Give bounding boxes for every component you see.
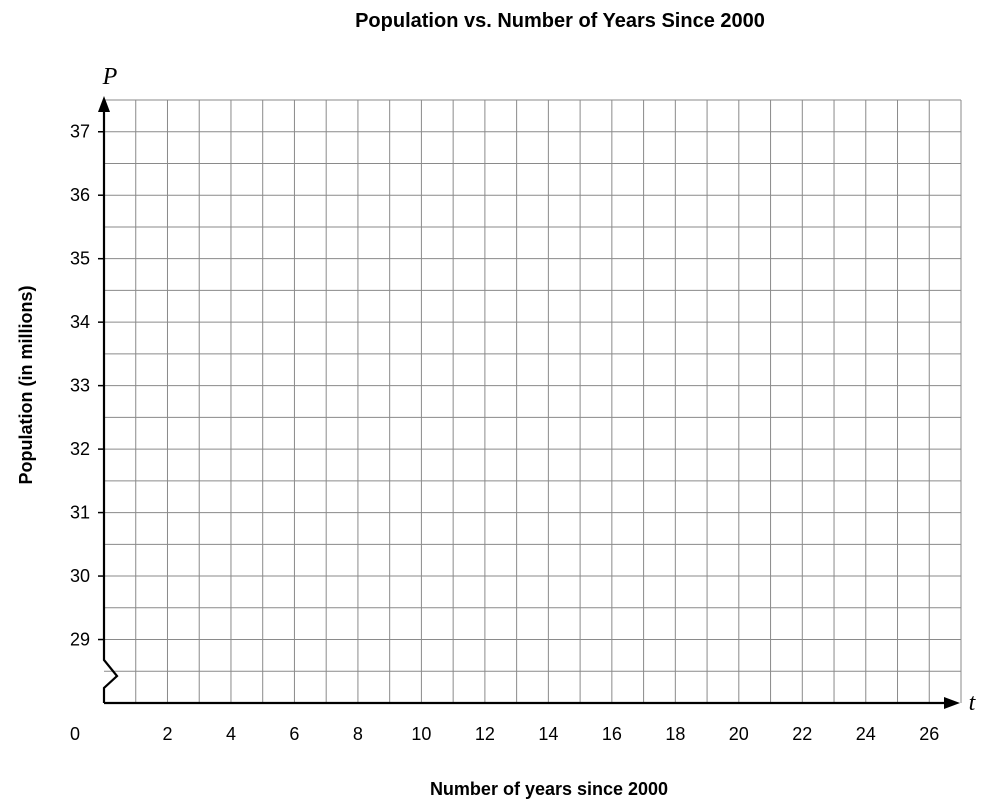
x-axis-label: Number of years since 2000 <box>430 779 668 799</box>
x-tick-label: 6 <box>289 724 299 744</box>
y-tick-label: 33 <box>70 376 90 396</box>
x-tick-labels: 2 4 6 8 10 12 14 16 18 20 22 24 26 <box>162 724 939 744</box>
y-tick-labels: 29 30 31 32 33 34 35 36 37 <box>70 122 104 650</box>
x-tick-label: 10 <box>411 724 431 744</box>
x-tick-label: 24 <box>856 724 876 744</box>
y-axis-label: Population (in millions) <box>16 286 36 485</box>
y-variable-label: P <box>102 64 118 90</box>
y-tick-label: 30 <box>70 566 90 586</box>
x-tick-label: 12 <box>475 724 495 744</box>
x-tick-label: 4 <box>226 724 236 744</box>
x-tick-label: 22 <box>792 724 812 744</box>
y-tick-label: 34 <box>70 312 90 332</box>
x-tick-label: 2 <box>162 724 172 744</box>
x-tick-label: 14 <box>538 724 558 744</box>
axes <box>98 96 960 709</box>
y-axis-line <box>102 110 119 703</box>
x-tick-label: 18 <box>665 724 685 744</box>
x-tick-label: 16 <box>602 724 622 744</box>
y-tick-label: 32 <box>70 439 90 459</box>
y-tick-label: 35 <box>70 249 90 269</box>
x-origin-label: 0 <box>70 724 80 744</box>
y-tick-label: 31 <box>70 503 90 523</box>
x-tick-label: 20 <box>729 724 749 744</box>
x-axis-arrow <box>944 697 960 709</box>
y-axis-arrow <box>98 96 110 112</box>
grid <box>104 99 962 703</box>
y-tick-label: 29 <box>70 630 90 650</box>
x-tick-label: 26 <box>919 724 939 744</box>
y-tick-label: 37 <box>70 122 90 142</box>
x-variable-label: t <box>969 690 977 716</box>
chart-title: Population vs. Number of Years Since 200… <box>355 10 765 32</box>
y-tick-label: 36 <box>70 185 90 205</box>
x-tick-label: 8 <box>353 724 363 744</box>
